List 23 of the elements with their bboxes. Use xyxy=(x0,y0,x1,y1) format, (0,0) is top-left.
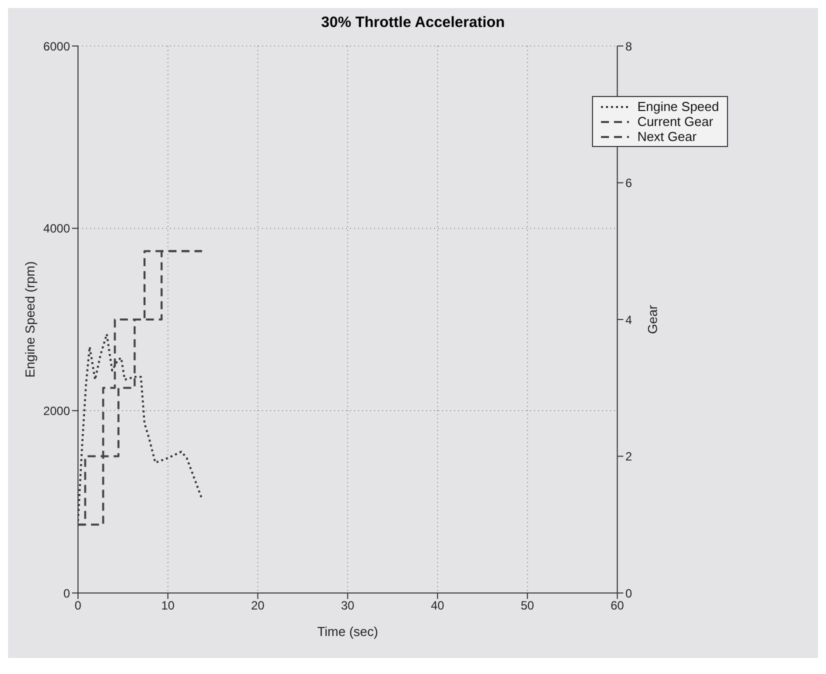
y-tick-label: 6000 xyxy=(43,39,70,54)
y-tick-label: 0 xyxy=(63,586,70,600)
x-tick-label: 0 xyxy=(74,598,82,613)
x-tick-label: 50 xyxy=(520,598,534,613)
x-tick-label: 30 xyxy=(340,598,355,613)
legend-label: Current Gear xyxy=(637,114,714,129)
x-tick-label: 40 xyxy=(430,598,445,613)
y2-tick-label: 2 xyxy=(625,450,632,464)
x-tick-label: 20 xyxy=(251,598,265,613)
chart-title: 30% Throttle Acceleration xyxy=(320,13,506,33)
y2-tick-label: 0 xyxy=(625,586,632,600)
y2-axis-title: Gear xyxy=(644,304,660,334)
legend-label: Engine Speed xyxy=(637,99,719,114)
y2-tick-label: 4 xyxy=(625,312,632,327)
x-axis-title: Time (sec) xyxy=(317,624,378,639)
y-tick-label: 4000 xyxy=(43,222,70,236)
x-tick-label: 10 xyxy=(161,598,175,613)
y-axis-title: Engine Speed (rpm) xyxy=(22,261,38,378)
legend-label: Next Gear xyxy=(637,129,697,144)
y2-tick-label: 8 xyxy=(625,39,632,54)
y-tick-label: 2000 xyxy=(43,404,70,418)
y2-tick-label: 6 xyxy=(625,176,632,190)
x-tick-label: 60 xyxy=(610,598,624,613)
